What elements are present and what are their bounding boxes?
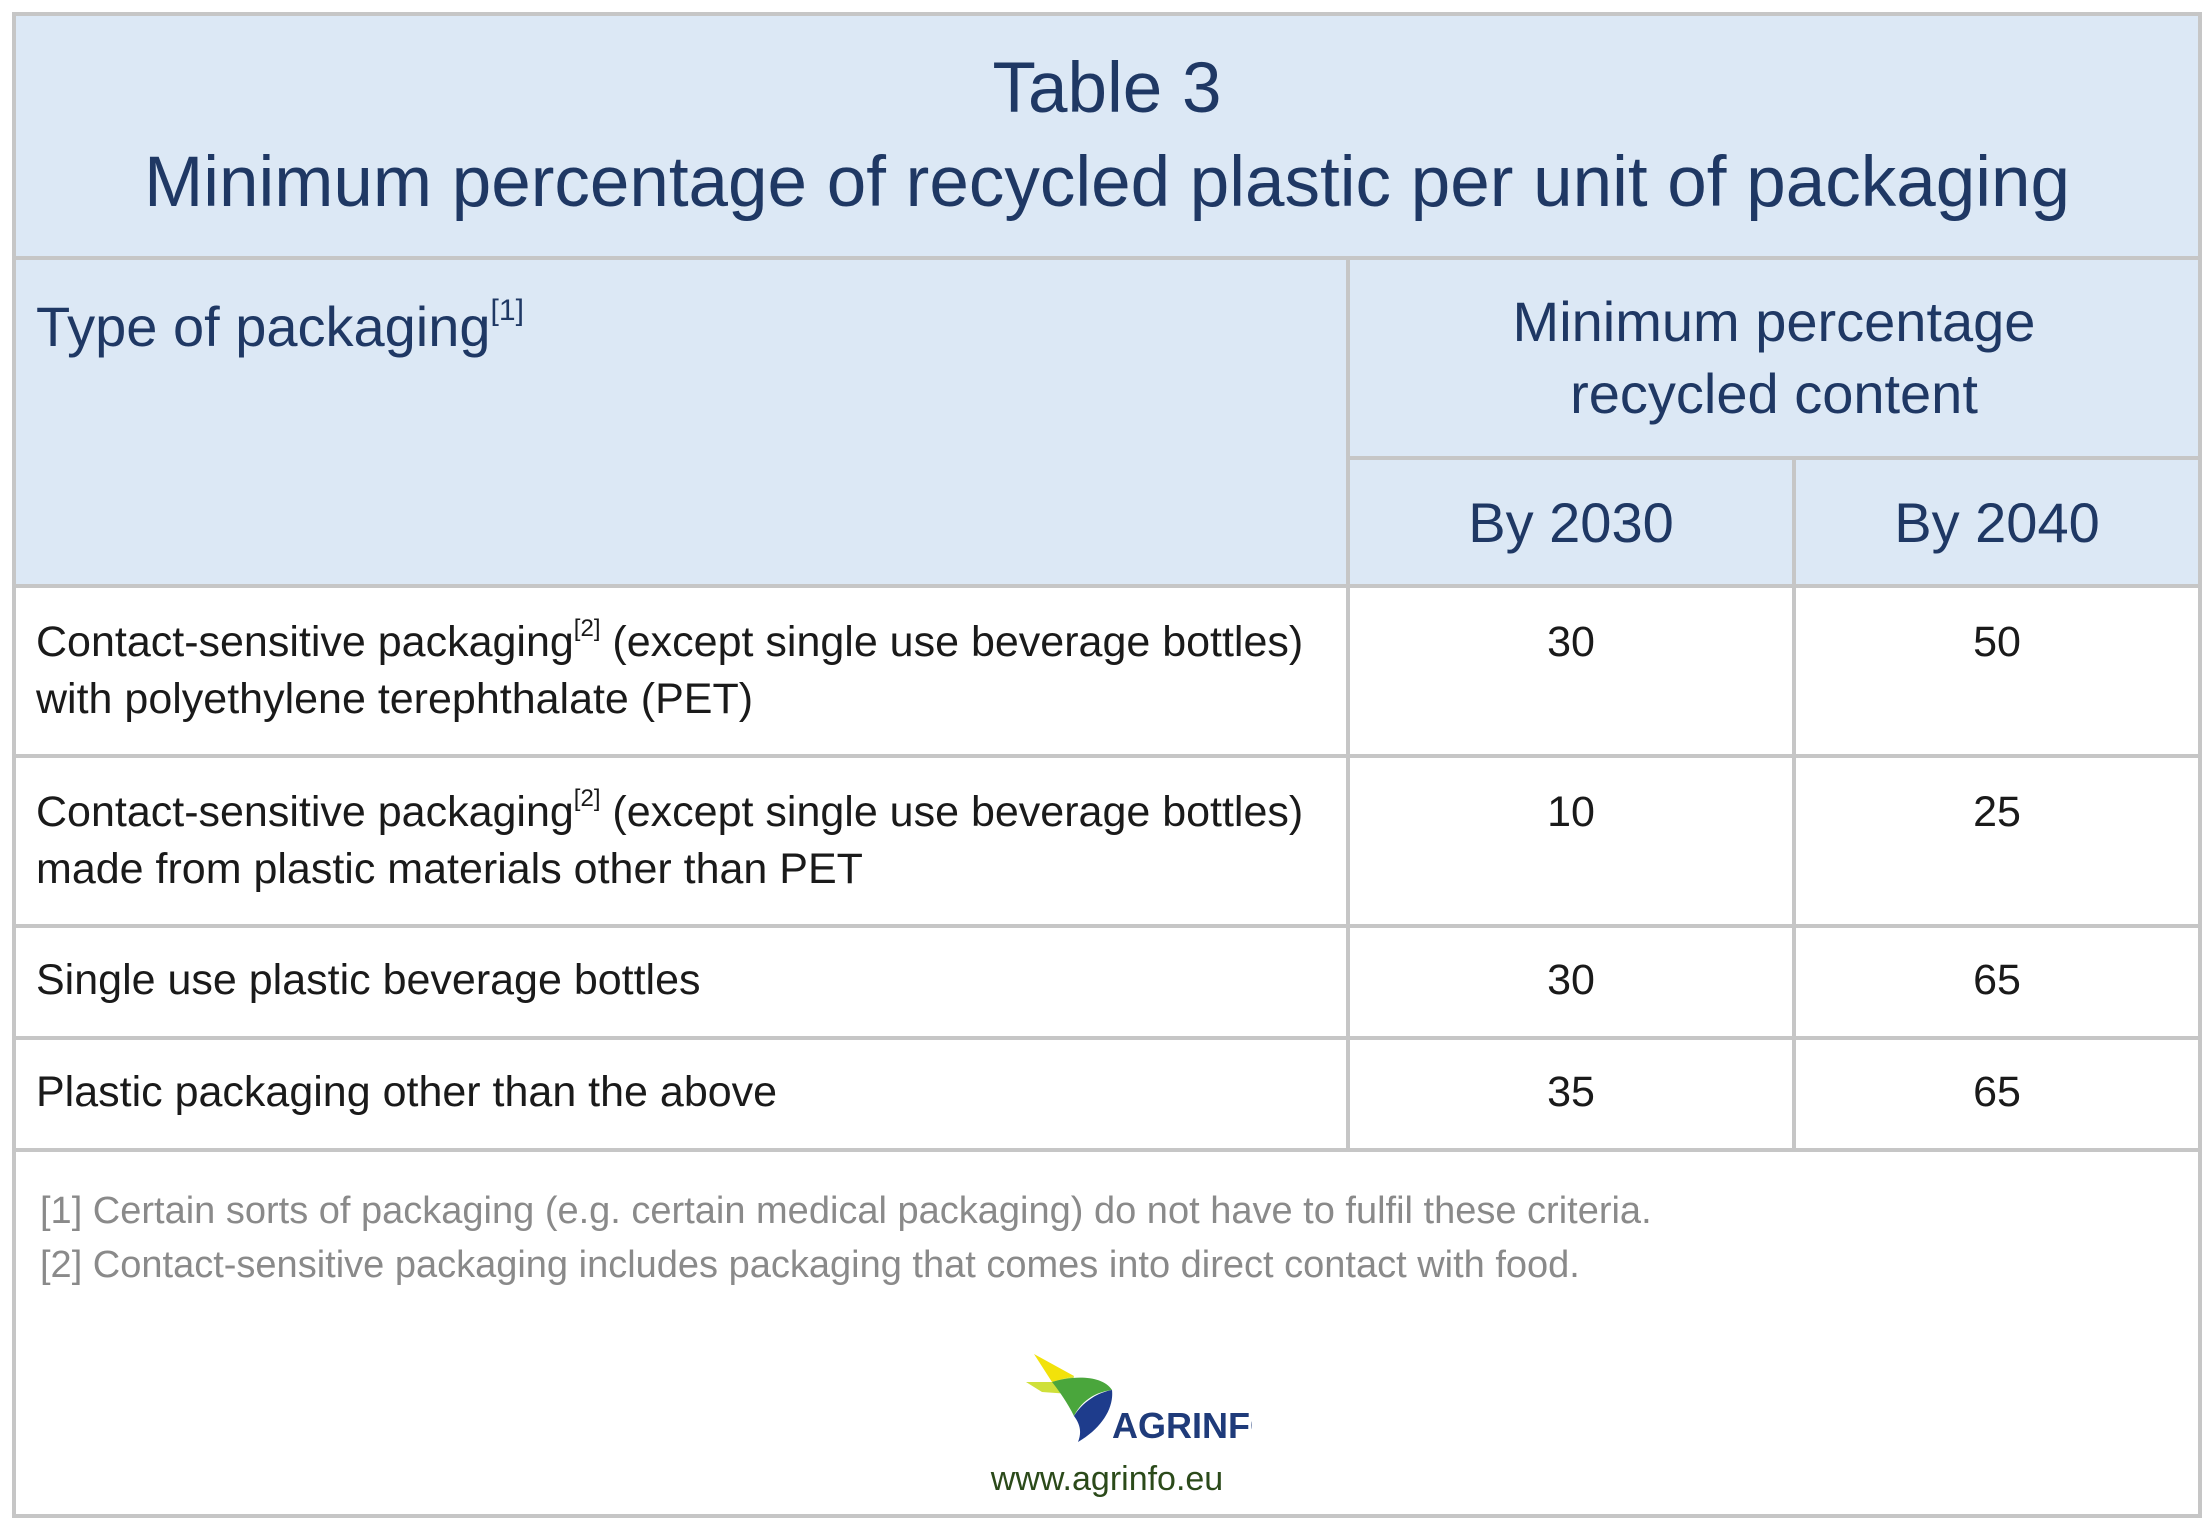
- value-2040-cell: 50: [1791, 584, 2199, 758]
- row-label-text: (except single use beverage bottles): [600, 618, 1304, 666]
- table-row: Plastic packaging other than the above 3…: [16, 1036, 2199, 1152]
- agrinfo-logo-icon: AGRINFO: [1026, 1354, 1278, 1446]
- footnote-ref-2: [2]: [573, 615, 601, 642]
- table-number: Table 3: [992, 49, 1222, 128]
- footnote-2: [2] Contact-sensitive packaging includes…: [40, 1244, 1580, 1286]
- row-label-text: made from plastic materials other than P…: [36, 845, 863, 893]
- table-row: Contact-sensitive packaging[2] (except s…: [16, 754, 2199, 928]
- value-2040-cell: 25: [1791, 754, 2199, 928]
- min-header-line1: Minimum percentage: [1512, 290, 2036, 353]
- by-2040-header: By 2040: [1791, 456, 2199, 588]
- type-header-label: Type of packaging: [36, 295, 491, 358]
- table-title: Table 3 Minimum percentage of recycled p…: [16, 16, 2199, 260]
- minimum-percentage-header: Minimum percentage recycled content: [1345, 256, 2199, 460]
- agrinfo-logo: AGRINFO: [1012, 1346, 1278, 1446]
- footnotes: [1] Certain sorts of packaging (e.g. cer…: [40, 1184, 1652, 1292]
- packaging-type-cell: Contact-sensitive packaging[2] (except s…: [16, 584, 1350, 758]
- value-2040-cell: 65: [1791, 924, 2199, 1040]
- by-2030-header: By 2030: [1346, 456, 1796, 588]
- type-of-packaging-header: Type of packaging[1]: [16, 256, 1350, 588]
- row-label-text: with polyethylene terephthalate (PET): [36, 675, 754, 723]
- table-card: Table 3 Minimum percentage of recycled p…: [12, 12, 2202, 1518]
- packaging-type-cell: Contact-sensitive packaging[2] (except s…: [16, 754, 1350, 928]
- recycled-content-table: Table 3 Minimum percentage of recycled p…: [16, 16, 2199, 1152]
- value-2030-cell: 35: [1346, 1036, 1796, 1152]
- footnote-1: [1] Certain sorts of packaging (e.g. cer…: [40, 1190, 1652, 1232]
- table-caption: Minimum percentage of recycled plastic p…: [144, 143, 2070, 222]
- footnote-ref-1: [1]: [490, 294, 524, 327]
- footnote-ref-2: [2]: [573, 785, 601, 812]
- min-header-line2: recycled content: [1570, 362, 1978, 425]
- value-2040-cell: 65: [1791, 1036, 2199, 1152]
- logo-wordmark: AGRINFO: [1112, 1405, 1252, 1446]
- table-row: Single use plastic beverage bottles 30 6…: [16, 924, 2199, 1040]
- packaging-type-cell: Single use plastic beverage bottles: [16, 924, 1350, 1040]
- value-2030-cell: 30: [1346, 584, 1796, 758]
- value-2030-cell: 10: [1346, 754, 1796, 928]
- table-row: Contact-sensitive packaging[2] (except s…: [16, 584, 2199, 758]
- website-url[interactable]: www.agrinfo.eu: [990, 1460, 1224, 1498]
- row-label-text: Contact-sensitive packaging: [36, 618, 574, 666]
- row-label-text: (except single use beverage bottles): [600, 788, 1304, 836]
- row-label-text: Contact-sensitive packaging: [36, 788, 574, 836]
- packaging-type-cell: Plastic packaging other than the above: [16, 1036, 1350, 1152]
- value-2030-cell: 30: [1346, 924, 1796, 1040]
